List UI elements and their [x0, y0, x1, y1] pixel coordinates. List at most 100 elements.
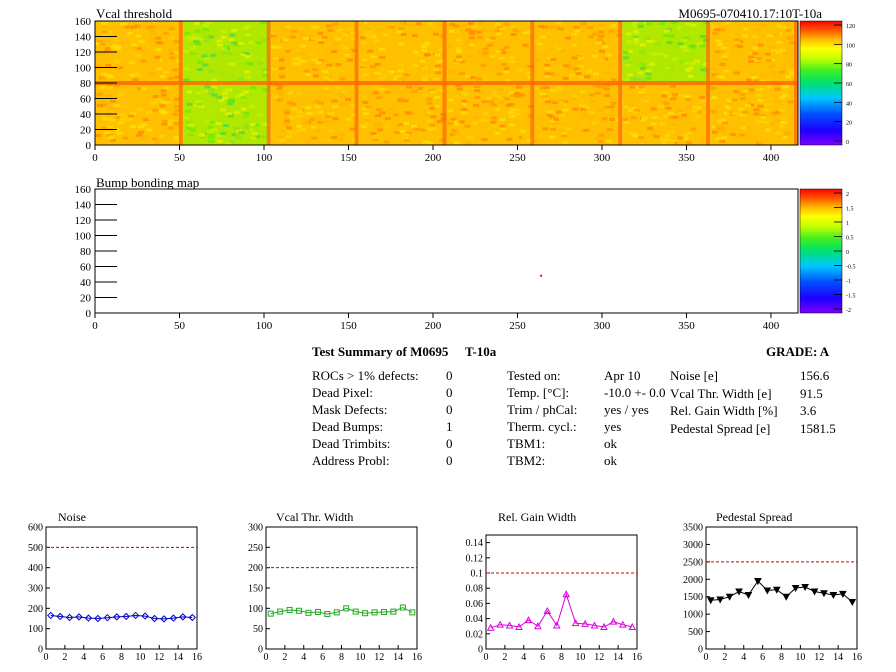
- noise-pixel: [321, 36, 328, 39]
- noise-pixel: [585, 70, 592, 74]
- x-tick-label: 0: [92, 152, 98, 164]
- noise-pixel: [362, 95, 369, 99]
- noise-pixel: [327, 28, 334, 32]
- noise-pixel: [464, 141, 471, 145]
- noise-pixel: [240, 66, 247, 70]
- noise-pixel: [637, 24, 644, 28]
- noise-pixel: [672, 123, 678, 126]
- noise-pixel: [286, 126, 293, 130]
- noise-pixel: [780, 26, 787, 30]
- noise-pixel: [726, 99, 733, 103]
- noise-pixel: [161, 119, 168, 123]
- noise-pixel: [692, 105, 699, 109]
- noise-pixel: [337, 127, 344, 131]
- noise-pixel: [240, 54, 247, 57]
- noise-pixel: [663, 54, 670, 58]
- noise-pixel: [487, 104, 494, 108]
- noise-pixel: [615, 51, 621, 54]
- noise-pixel: [625, 63, 632, 67]
- data-point: [75, 613, 83, 621]
- noise-pixel: [766, 102, 773, 106]
- noise-pixel: [699, 44, 706, 48]
- noise-pixel: [288, 129, 295, 133]
- noise-pixel: [360, 107, 367, 111]
- noise-pixel: [172, 112, 179, 116]
- x-tick-label: 2: [502, 652, 507, 663]
- noise-pixel: [428, 74, 435, 78]
- noise-pixel: [503, 46, 510, 49]
- noise-pixel: [723, 69, 730, 73]
- noise-pixel: [367, 49, 374, 53]
- noise-pixel: [390, 97, 397, 101]
- y-tick-label: 120: [75, 215, 92, 227]
- x-tick-label: 8: [559, 652, 564, 663]
- noise-pixel: [291, 57, 298, 61]
- noise-pixel: [136, 121, 143, 125]
- roc-edge: [266, 83, 271, 145]
- z-tick-label: 0: [846, 140, 849, 146]
- noise-pixel: [349, 47, 356, 51]
- noise-pixel: [95, 42, 102, 46]
- noise-pixel: [108, 75, 114, 79]
- noise-pixel: [342, 33, 349, 37]
- noise-pixel: [685, 141, 692, 145]
- noise-pixel: [96, 92, 103, 96]
- noise-pixel: [424, 126, 431, 130]
- noise-pixel: [420, 128, 426, 132]
- bump-map-title: Bump bonding map: [96, 175, 199, 190]
- data-point: [848, 598, 857, 606]
- noise-pixel: [429, 90, 436, 94]
- noise-pixel: [447, 98, 454, 102]
- noise-pixel: [240, 107, 247, 111]
- noise-pixel: [191, 126, 198, 130]
- noise-pixel: [140, 59, 147, 63]
- noise-pixel: [309, 63, 316, 67]
- noise-pixel: [771, 49, 778, 53]
- noise-pixel: [379, 56, 386, 59]
- noise-pixel: [571, 33, 578, 36]
- noise-pixel: [372, 91, 379, 95]
- noise-pixel: [481, 100, 488, 104]
- y-tick-label: 200: [28, 604, 43, 615]
- noise-pixel: [426, 97, 433, 101]
- x-tick-label: 16: [192, 652, 202, 663]
- noise-pixel: [558, 114, 565, 118]
- noise-pixel: [167, 76, 174, 80]
- noise-pixel: [545, 100, 551, 104]
- noise-pixel: [753, 119, 760, 123]
- x-tick-label: 8: [119, 652, 124, 663]
- noise-pixel: [623, 105, 630, 109]
- noise-pixel: [450, 117, 457, 121]
- noise-pixel: [302, 121, 309, 125]
- noise-pixel: [320, 125, 327, 129]
- z-tick-label: 0: [846, 250, 849, 256]
- noise-pixel: [710, 110, 717, 114]
- noise-pixel: [323, 120, 330, 123]
- noise-pixel: [490, 120, 497, 124]
- noise-pixel: [295, 130, 302, 134]
- z-tick-label: 1.5: [846, 207, 854, 213]
- noise-pixel: [638, 93, 645, 97]
- noise-pixel: [637, 71, 644, 75]
- noise-pixel: [636, 22, 643, 26]
- noise-pixel: [211, 93, 218, 97]
- vcal-color-scale-labels: 0 20 40 60 80 100 120: [834, 24, 855, 146]
- noise-pixel: [525, 30, 532, 34]
- noise-pixel: [272, 67, 278, 71]
- noise-pixel: [522, 109, 529, 113]
- noise-pixel: [244, 123, 251, 127]
- noise-pixel: [700, 68, 707, 72]
- noise-pixel: [525, 71, 532, 75]
- noise-pixel: [172, 68, 179, 72]
- noise-pixel: [535, 87, 542, 91]
- summary-grade: GRADE: A: [766, 344, 830, 359]
- noise-pixel: [464, 74, 471, 78]
- noise-pixel: [598, 23, 605, 27]
- noise-pixel: [753, 79, 760, 83]
- z-tick-label: -1: [846, 279, 851, 285]
- vcal-map-axes: 0 50 100 150 200 250 300 350 400 0 20 40 60 80 100 120 1…: [75, 16, 780, 164]
- noise-pixel: [769, 70, 776, 74]
- noise-pixel: [677, 42, 684, 46]
- noise-pixel: [580, 113, 587, 117]
- summary-middle-label: Tested on:: [507, 368, 561, 383]
